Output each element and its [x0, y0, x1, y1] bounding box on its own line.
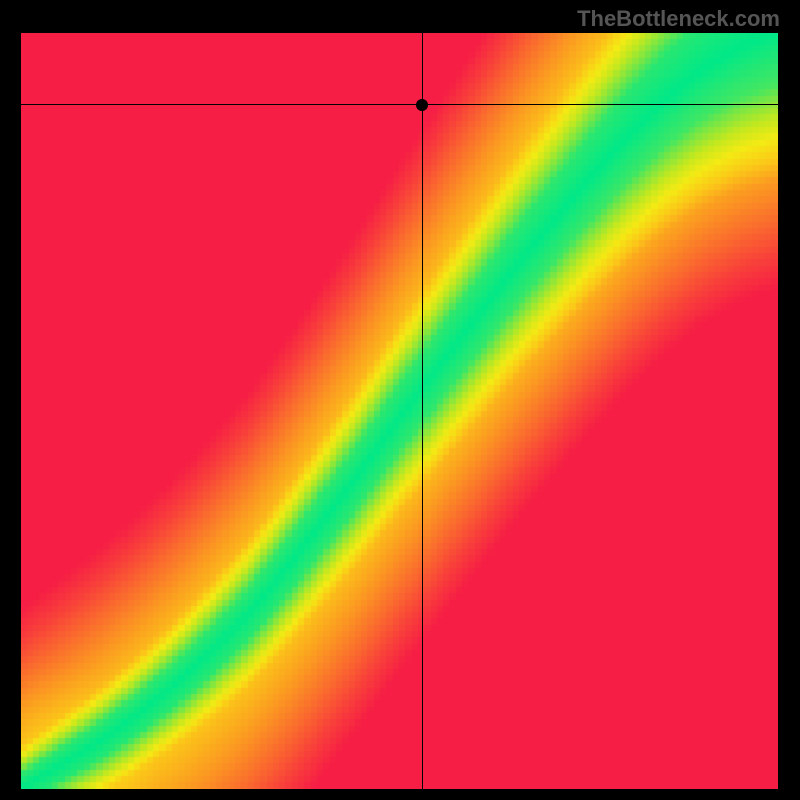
- marker-dot: [416, 99, 428, 111]
- chart-container: TheBottleneck.com: [0, 0, 800, 800]
- heatmap-canvas: [21, 33, 778, 789]
- crosshair-horizontal: [21, 104, 778, 105]
- crosshair-vertical: [422, 33, 423, 789]
- heatmap-chart: [21, 33, 778, 789]
- watermark-text: TheBottleneck.com: [577, 6, 780, 32]
